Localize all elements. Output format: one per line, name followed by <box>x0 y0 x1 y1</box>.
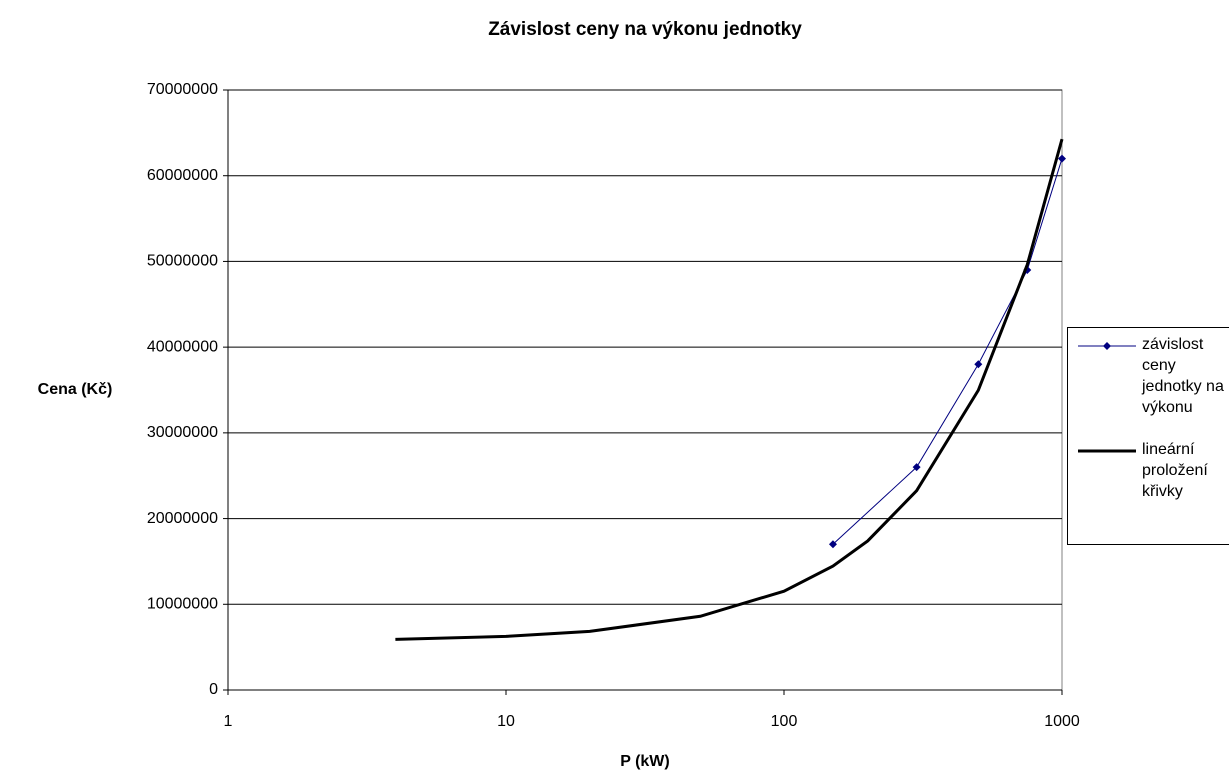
chart-title: Závislost ceny na výkonu jednotky <box>488 19 802 40</box>
x-tick-label: 10 <box>497 713 515 730</box>
y-tick-label: 20000000 <box>147 510 218 527</box>
y-tick-label: 50000000 <box>147 253 218 270</box>
legend-label: závislost ceny jednotky na výkonu <box>1142 336 1224 416</box>
legend-label: lineární proložení křivky <box>1142 441 1208 500</box>
series-line <box>395 138 1064 641</box>
y-tick-label: 30000000 <box>147 424 218 441</box>
plot-area <box>227 89 1063 691</box>
data-point <box>1058 154 1066 163</box>
legend: závislost ceny jednotky na výkonu lineár… <box>1067 327 1229 545</box>
data-point <box>912 463 921 472</box>
x-tick-label: 100 <box>771 713 798 730</box>
data-point <box>828 540 837 549</box>
y-tick-label: 0 <box>209 681 218 698</box>
y-tick-label: 60000000 <box>147 167 218 184</box>
legend-key <box>1078 342 1136 350</box>
x-axis-label: P (kW) <box>620 753 669 770</box>
x-tick-label: 1000 <box>1044 713 1080 730</box>
series-line <box>832 158 1063 545</box>
y-tick-label: 40000000 <box>147 338 218 355</box>
x-tick-label: 1 <box>224 713 233 730</box>
legend-key <box>1078 449 1136 453</box>
y-axis-label: Cena (Kč) <box>38 381 113 398</box>
data-point <box>974 360 983 369</box>
y-tick-label: 10000000 <box>147 596 218 613</box>
y-tick-label: 70000000 <box>147 81 218 98</box>
